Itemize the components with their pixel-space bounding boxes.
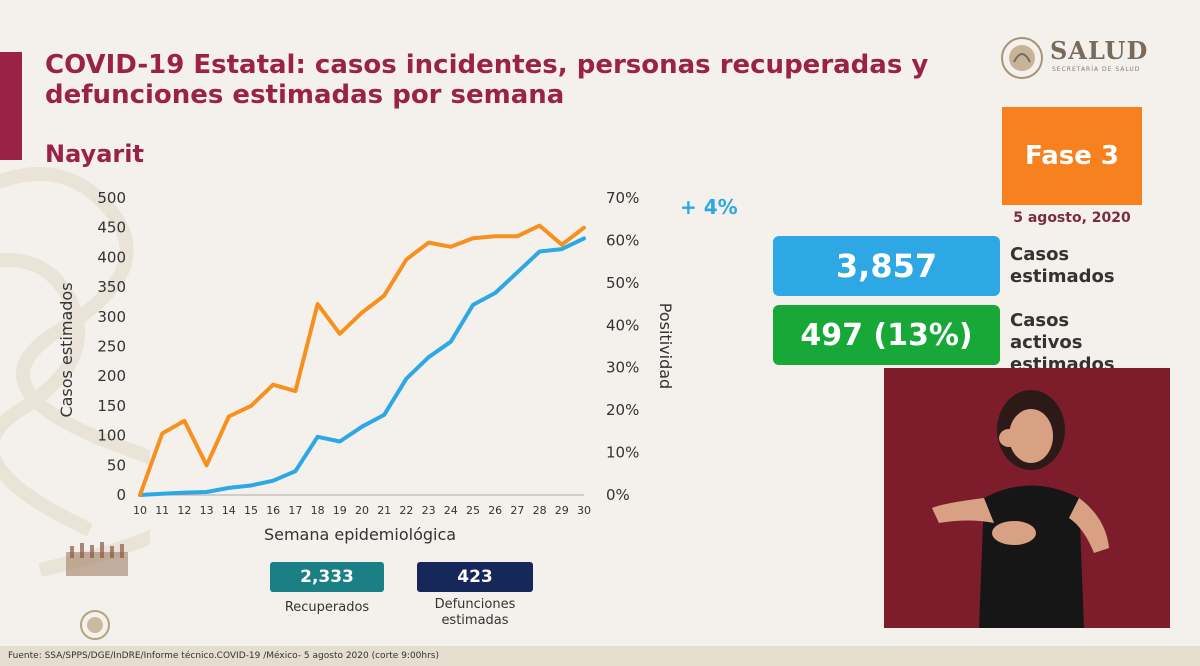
x-tick-label: 12 [177, 504, 191, 517]
phase-badge: Fase 3 [1002, 107, 1142, 205]
x-tick-label: 29 [555, 504, 569, 517]
sign-language-interpreter-video [884, 368, 1170, 628]
x-tick-label: 19 [333, 504, 347, 517]
x-tick-label: 27 [510, 504, 524, 517]
x-tick-label: 28 [533, 504, 547, 517]
x-tick-label: 17 [288, 504, 302, 517]
y-axis-label: Casos estimados [57, 282, 76, 417]
y2-tick-label: 50% [606, 274, 639, 292]
y-tick-label: 100 [97, 427, 126, 445]
y2-tick-label: 30% [606, 359, 639, 377]
x-tick-label: 13 [200, 504, 214, 517]
y-tick-label: 50 [107, 456, 126, 474]
salud-logo: SALUD SECRETARÍA DE SALUD [1000, 36, 1160, 80]
x-axis-label: Semana epidemiológica [264, 525, 456, 544]
report-date: 5 agosto, 2020 [1013, 210, 1131, 226]
source-footer: Fuente: SSA/SPPS/DGE/InDRE/Informe técni… [0, 646, 1200, 666]
x-tick-label: 11 [155, 504, 169, 517]
y-tick-label: 0 [116, 486, 126, 504]
y-tick-label: 250 [97, 338, 126, 356]
y-tick-label: 150 [97, 397, 126, 415]
x-tick-label: 22 [399, 504, 413, 517]
x-tick-label: 21 [377, 504, 391, 517]
recovered-label: Recuperados [284, 600, 370, 615]
y-tick-label: 450 [97, 219, 126, 237]
state-name: Nayarit [45, 140, 144, 168]
x-tick-label: 10 [133, 504, 147, 517]
government-emblem-icon [66, 542, 128, 640]
y-tick-label: 200 [97, 367, 126, 385]
y2-tick-label: 10% [606, 444, 639, 462]
positivity-line [138, 223, 586, 497]
cases-line [138, 236, 586, 497]
y-tick-label: 400 [97, 248, 126, 266]
y-tick-label: 500 [97, 189, 126, 207]
page-title: COVID-19 Estatal: casos incidentes, pers… [45, 50, 929, 110]
x-tick-label: 16 [266, 504, 280, 517]
x-tick-label: 26 [488, 504, 502, 517]
cases-positivity-chart: Casos estimados Positividad Semana epide… [57, 189, 738, 544]
active-cases-value: 497 (13%) [773, 305, 1000, 365]
estimated-cases-value: 3,857 [773, 236, 1000, 296]
x-tick-label: 14 [222, 504, 236, 517]
recovered-value: 2,333 [270, 562, 384, 592]
national-shield-icon [1001, 37, 1043, 79]
background-pattern [0, 167, 150, 577]
y2-tick-label: 70% [606, 189, 639, 207]
positivity-change-annotation: + 4% [680, 195, 738, 219]
y2-tick-label: 0% [606, 486, 630, 504]
x-tick-label: 24 [444, 504, 458, 517]
x-tick-label: 23 [422, 504, 436, 517]
y-tick-label: 350 [97, 278, 126, 296]
x-tick-label: 20 [355, 504, 369, 517]
logo-text: SALUD [1050, 36, 1149, 65]
y2-tick-label: 20% [606, 401, 639, 419]
deaths-value: 423 [417, 562, 533, 592]
title-accent-bar [0, 52, 22, 160]
y2-tick-label: 60% [606, 231, 639, 249]
logo-subtitle: SECRETARÍA DE SALUD [1052, 66, 1141, 73]
x-tick-label: 18 [311, 504, 325, 517]
deaths-label: Defunciones estimadas [434, 597, 516, 628]
active-cases-label: Casos activos estimados [1010, 310, 1115, 375]
x-tick-label: 25 [466, 504, 480, 517]
x-tick-label: 30 [577, 504, 591, 517]
y-tick-label: 300 [97, 308, 126, 326]
interpreter-figure [932, 390, 1109, 628]
y2-axis-label: Positividad [656, 303, 675, 389]
x-tick-label: 15 [244, 504, 258, 517]
estimated-cases-label: Casos estimados [1010, 244, 1115, 287]
y2-tick-label: 40% [606, 316, 639, 334]
